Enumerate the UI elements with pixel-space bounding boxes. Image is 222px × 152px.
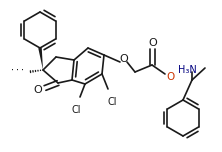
Text: O: O xyxy=(120,54,128,64)
Text: H₃N: H₃N xyxy=(178,65,197,75)
Text: Cl: Cl xyxy=(107,97,117,107)
Text: O: O xyxy=(149,38,157,48)
Text: Cl: Cl xyxy=(71,105,81,115)
Text: O: O xyxy=(34,85,42,95)
Text: O: O xyxy=(166,72,174,82)
Polygon shape xyxy=(38,48,43,70)
Text: ···: ··· xyxy=(10,67,25,76)
